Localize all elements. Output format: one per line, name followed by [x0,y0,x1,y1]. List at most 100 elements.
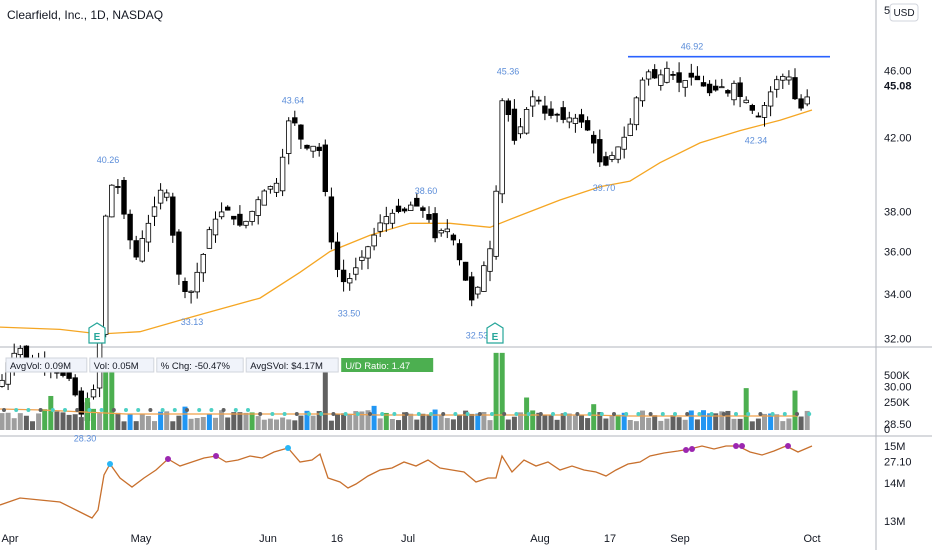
volume-bar [615,414,621,430]
earnings-marker-shape [486,322,504,344]
volume-bar [627,420,633,430]
price-annotation-label: 40.26 [97,155,120,165]
x-tick-label: Aug [530,533,550,545]
volume-bar [249,412,255,430]
volume-ma-dot [599,412,604,416]
candle-body [420,207,426,211]
candle-body [719,86,725,89]
volume-ma-dot [233,408,238,412]
volume-bar [554,419,560,430]
x-tick-label: May [131,533,152,545]
candle-body [298,124,304,140]
volume-ma-dot [26,408,31,412]
volume-bar [579,414,584,430]
volume-bar [109,361,115,430]
volume-bar [469,413,475,430]
rs-new-high-dot [733,443,739,449]
volume-bar [206,414,212,430]
candle-body [713,85,719,91]
candle-body [780,75,786,81]
volume-bar [420,413,426,430]
volume-bar [170,421,176,430]
volume-bar [682,419,688,430]
x-tick-label: 16 [331,533,343,545]
candle-body [328,196,335,243]
candle-body [261,190,267,206]
volume-bar [481,411,487,430]
volume-ma-dot [124,408,128,412]
candle-body [231,215,237,220]
candle-body [572,117,579,124]
volume-ma-dot [514,412,519,416]
candle-body [755,115,762,118]
volume-bar [213,417,218,430]
candle-body [554,113,560,116]
candle-body [645,71,652,80]
currency-label: USD [893,8,914,19]
candle-body [273,182,280,193]
volume-ma-dot [404,412,409,416]
candle-body [462,261,469,281]
candle-body [584,120,591,131]
volume-bar [304,410,310,430]
volume-bar [652,415,658,430]
candle-body [334,241,341,270]
volume-bar [261,419,267,430]
candle-body [737,82,743,97]
x-tick-label: Jun [259,533,277,545]
volume-bar [383,412,389,430]
volume-bar [182,406,188,430]
volume-ma-dot [563,412,568,416]
volume-ma-dot [587,412,592,416]
volume-ma-dot [624,412,629,416]
candle-body [670,73,676,76]
candle-body [90,389,97,398]
price-annotation-label: 45.36 [497,67,520,77]
volume-bar [493,352,499,430]
volume-bar [694,419,700,430]
candle-body [78,390,84,415]
candle-body [133,240,139,258]
volume-bar [164,411,170,430]
price-tick-label: 32.00 [884,334,912,346]
volume-bar [274,419,279,430]
volume-bar [457,414,462,430]
volume-tick-label: 500K [884,370,910,382]
volume-bar [518,412,523,430]
volume-bar [609,415,615,430]
candle-body [609,155,615,160]
candle-body [395,205,402,212]
candle-body [200,253,206,274]
candle-body [249,210,255,222]
volume-stat-label: Vol: 0.05M [94,361,139,372]
volume-bar [280,417,286,430]
volume-bar [145,416,151,430]
last-price-box [880,77,912,93]
volume-tick-label: 250K [884,397,910,409]
volume-ma-dot [770,412,775,416]
volume-ma-dot [368,412,372,416]
candle-body [310,145,316,152]
volume-bar [72,414,78,430]
candle-body [23,345,30,359]
candle-body [340,269,347,283]
volume-bar [200,416,206,430]
rs-line [0,443,813,519]
volume-bar [725,410,731,430]
candle-body [761,105,768,118]
volume-ma-dot [429,412,433,416]
volume-ma-dot [75,408,80,412]
candle-body [255,199,261,216]
price-annotation-label: 39.70 [593,183,616,193]
volume-bar [23,415,29,430]
currency-button[interactable]: USD [889,3,919,22]
price-annotation-label: 33.13 [181,317,204,327]
candle-body [109,184,115,218]
volume-bar [542,414,548,430]
rs-tick-label: 13M [884,516,905,528]
volume-ma-dot [355,412,360,416]
candle-body [591,134,597,144]
volume-ma-dot [111,408,116,412]
